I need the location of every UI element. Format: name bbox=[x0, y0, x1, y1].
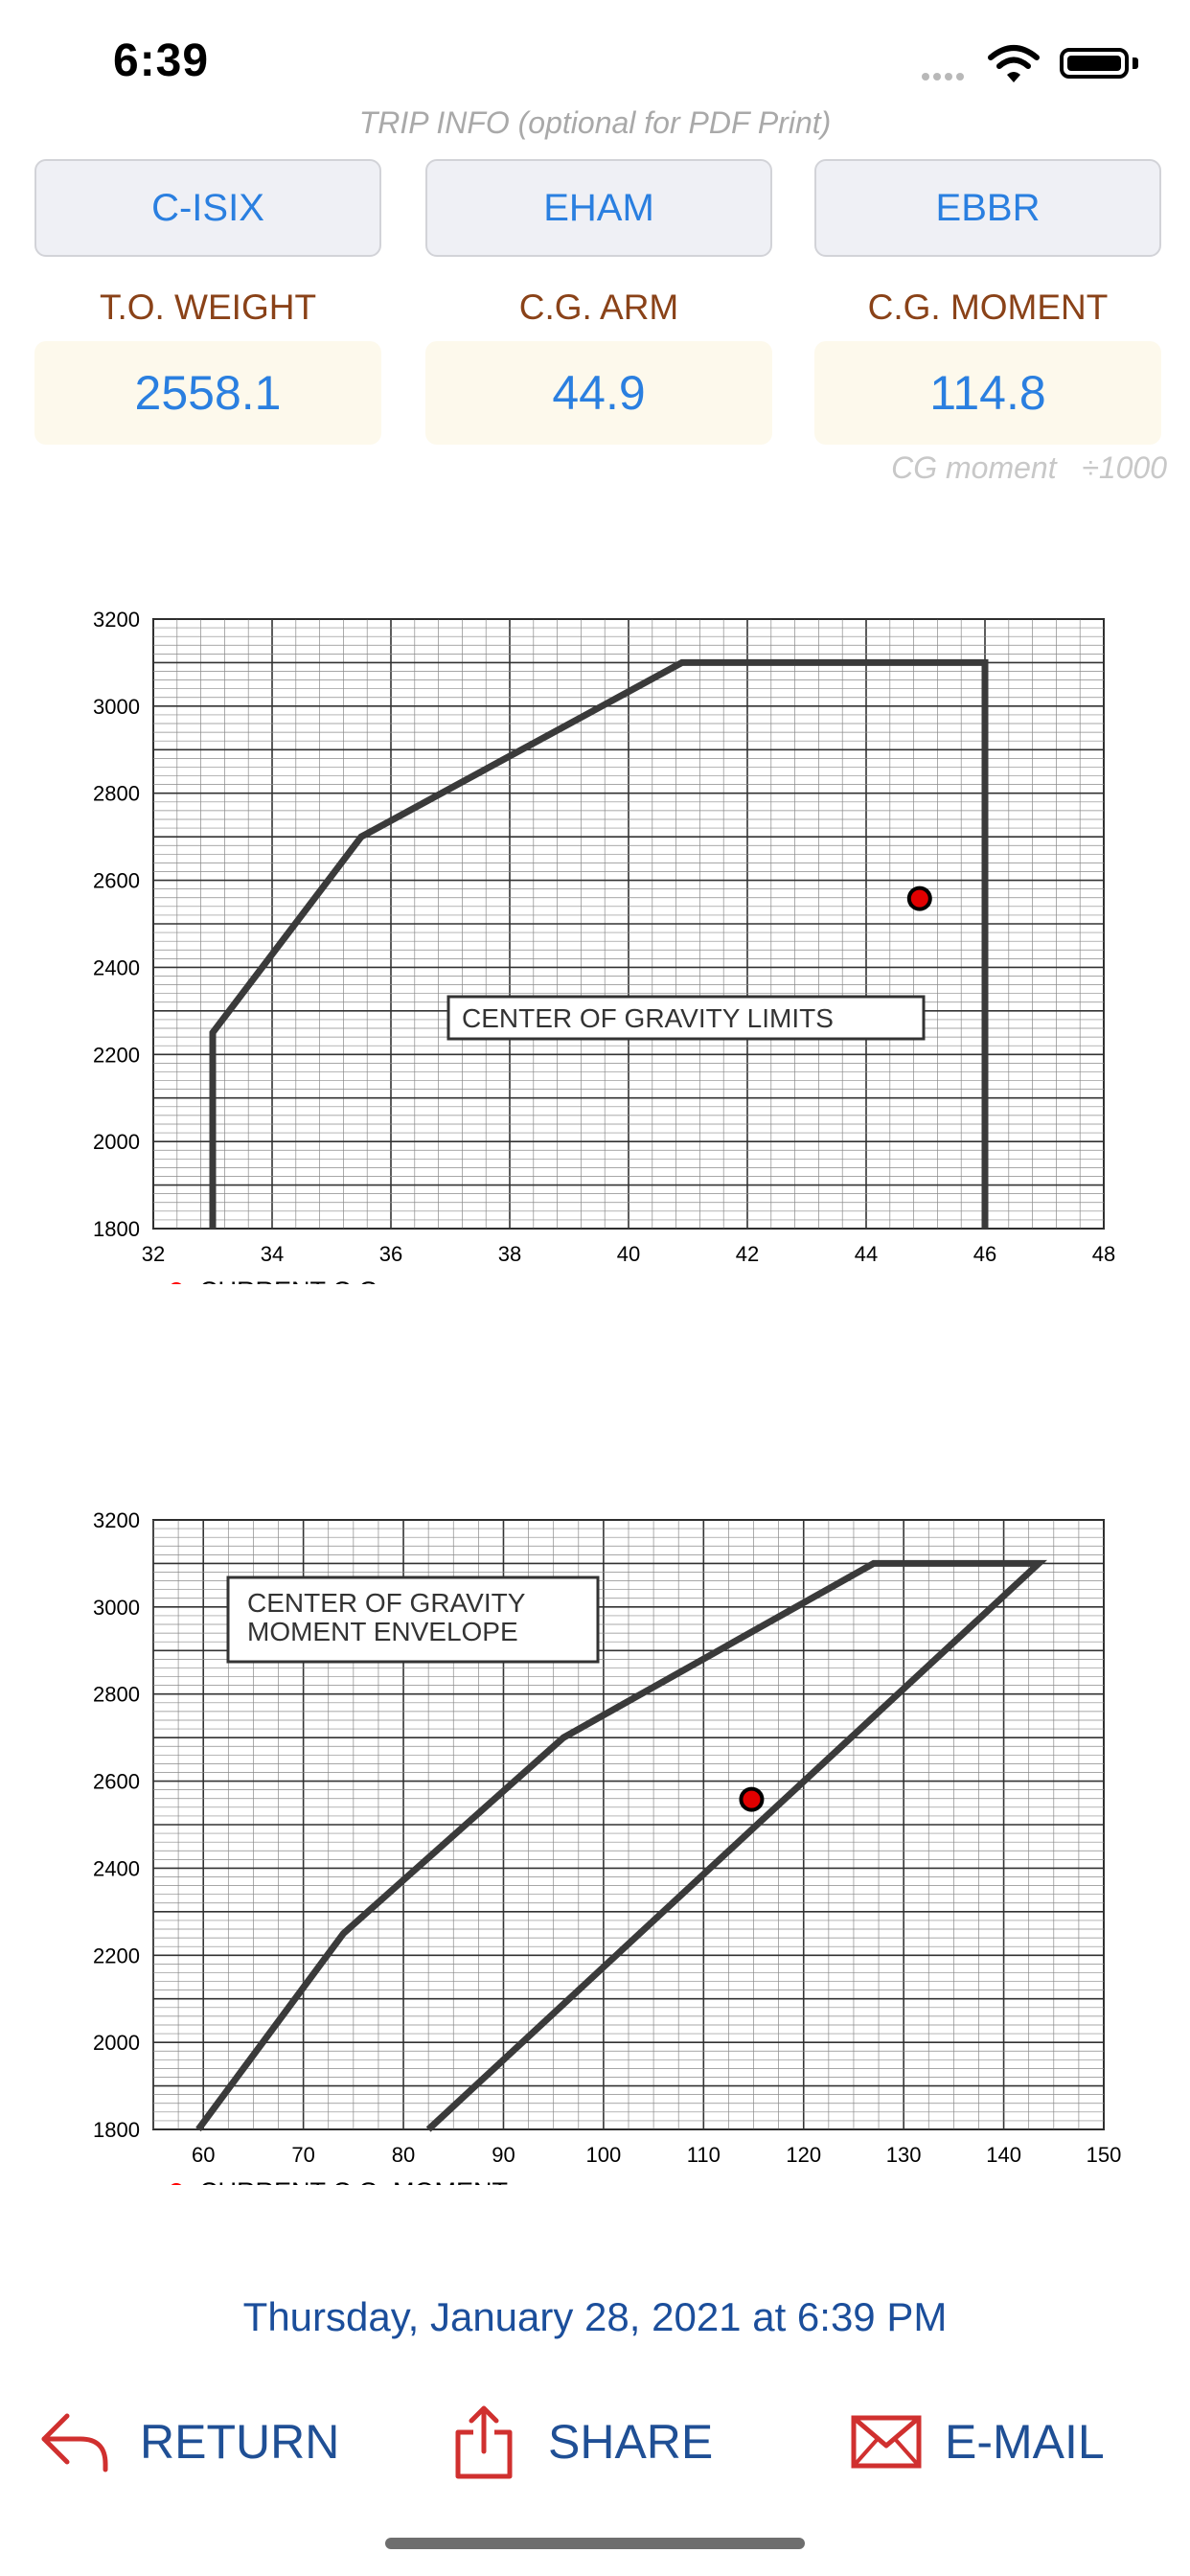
x-tick-label: 120 bbox=[786, 2143, 821, 2167]
y-tick-label: 2000 bbox=[93, 1130, 140, 1154]
chart-title-box bbox=[226, 1576, 600, 1664]
share-label: SHARE bbox=[548, 2415, 714, 2469]
y-tick-label: 3200 bbox=[93, 608, 140, 632]
y-tick-label: 1800 bbox=[93, 2118, 140, 2142]
x-tick-label: 40 bbox=[617, 1242, 640, 1266]
report-datetime: Thursday, January 28, 2021 at 6:39 PM bbox=[242, 2294, 948, 2339]
y-tick-label: 3000 bbox=[93, 695, 140, 719]
cg-limits-chart: 1800 2000 2200 2400 2600 2800 3000 3200 32 34 36 38… bbox=[93, 608, 1115, 1284]
x-tick-label: 34 bbox=[261, 1242, 284, 1266]
chart-title: MOMENT ENVELOPE bbox=[247, 1617, 518, 1646]
legend-marker bbox=[171, 2183, 182, 2185]
x-tick-label: 100 bbox=[586, 2143, 622, 2167]
current-cg-point bbox=[739, 1786, 765, 1812]
x-tick-label: 42 bbox=[736, 1242, 759, 1266]
legend-label: CURRENT C.G. MOMENT bbox=[199, 2177, 508, 2185]
y-tick-label: 2400 bbox=[93, 1856, 140, 1880]
x-tick-label: 80 bbox=[392, 2143, 415, 2167]
chart-title-box bbox=[446, 995, 926, 1041]
takeoff-weight-label: T.O. WEIGHT bbox=[99, 288, 317, 327]
y-tick-label: 2600 bbox=[93, 869, 140, 893]
x-tick-label: 48 bbox=[1092, 1242, 1115, 1266]
home-indicator bbox=[385, 2538, 805, 2549]
x-tick-label: 44 bbox=[855, 1242, 878, 1266]
cg-moment-envelope-chart: 1800 2000 2200 2400 2600 2800 3000 3200 60 70 80 90… bbox=[93, 1508, 1122, 2185]
chart-title: CENTER OF GRAVITY LIMITS bbox=[462, 1003, 834, 1033]
x-tick-label: 60 bbox=[192, 2143, 215, 2167]
cg-envelope-line bbox=[209, 658, 989, 1229]
legend-marker bbox=[171, 1282, 182, 1284]
y-tick-label: 2000 bbox=[93, 2031, 140, 2055]
y-tick-label: 3200 bbox=[93, 1508, 140, 1532]
cg-moment-label: C.G. MOMENT bbox=[867, 288, 1109, 327]
envelope-icon bbox=[851, 2415, 922, 2469]
x-tick-label: 130 bbox=[886, 2143, 922, 2167]
grid bbox=[152, 618, 1105, 1230]
y-tick-label: 3000 bbox=[93, 1596, 140, 1620]
x-tick-label: 38 bbox=[498, 1242, 521, 1266]
x-tick-label: 36 bbox=[379, 1242, 402, 1266]
x-tick-label: 32 bbox=[142, 1242, 165, 1266]
takeoff-weight-value: 2558.1 bbox=[34, 341, 381, 445]
legend-label: CURRENT C.G. bbox=[199, 1276, 386, 1284]
x-tick-label: 110 bbox=[687, 2143, 721, 2167]
wifi-icon bbox=[988, 45, 1040, 82]
y-tick-label: 1800 bbox=[93, 1217, 140, 1241]
email-label: E-MAIL bbox=[945, 2415, 1105, 2469]
x-tick-label: 150 bbox=[1087, 2143, 1122, 2167]
current-cg-point bbox=[906, 886, 932, 911]
cg-arm-value: 44.9 bbox=[425, 341, 772, 445]
arrival-airport-button[interactable]: EBBR bbox=[814, 159, 1161, 257]
cg-moment-note: CG moment ÷1000 bbox=[891, 450, 1167, 485]
aircraft-registration-button[interactable]: C-ISIX bbox=[34, 159, 381, 257]
return-button[interactable]: RETURN bbox=[38, 2404, 339, 2480]
share-button[interactable]: SHARE bbox=[452, 2404, 713, 2480]
x-tick-label: 90 bbox=[492, 2143, 515, 2167]
y-tick-label: 2600 bbox=[93, 1770, 140, 1794]
chart-title: CENTER OF GRAVITY bbox=[247, 1588, 526, 1618]
battery-icon bbox=[1060, 48, 1129, 79]
trip-info-caption: TRIP INFO (optional for PDF Print) bbox=[358, 105, 832, 140]
email-button[interactable]: E-MAIL bbox=[851, 2404, 1105, 2480]
share-icon bbox=[455, 2405, 513, 2479]
y-tick-label: 2800 bbox=[93, 782, 140, 806]
y-tick-label: 2200 bbox=[93, 1043, 140, 1067]
departure-airport-button[interactable]: EHAM bbox=[425, 159, 772, 257]
battery-tip bbox=[1133, 58, 1138, 69]
cg-moment-value: 114.8 bbox=[814, 341, 1161, 445]
cg-envelope-line bbox=[195, 1559, 1048, 2132]
y-tick-label: 2800 bbox=[93, 1683, 140, 1707]
x-tick-label: 70 bbox=[291, 2143, 314, 2167]
x-tick-label: 46 bbox=[973, 1242, 996, 1266]
cg-arm-label: C.G. ARM bbox=[518, 288, 679, 327]
y-tick-label: 2200 bbox=[93, 1944, 140, 1967]
return-label: RETURN bbox=[140, 2415, 340, 2469]
return-arrow-icon bbox=[41, 2413, 108, 2472]
y-tick-label: 2400 bbox=[93, 955, 140, 979]
x-tick-label: 140 bbox=[986, 2143, 1021, 2167]
status-time: 6:39 bbox=[113, 35, 210, 86]
